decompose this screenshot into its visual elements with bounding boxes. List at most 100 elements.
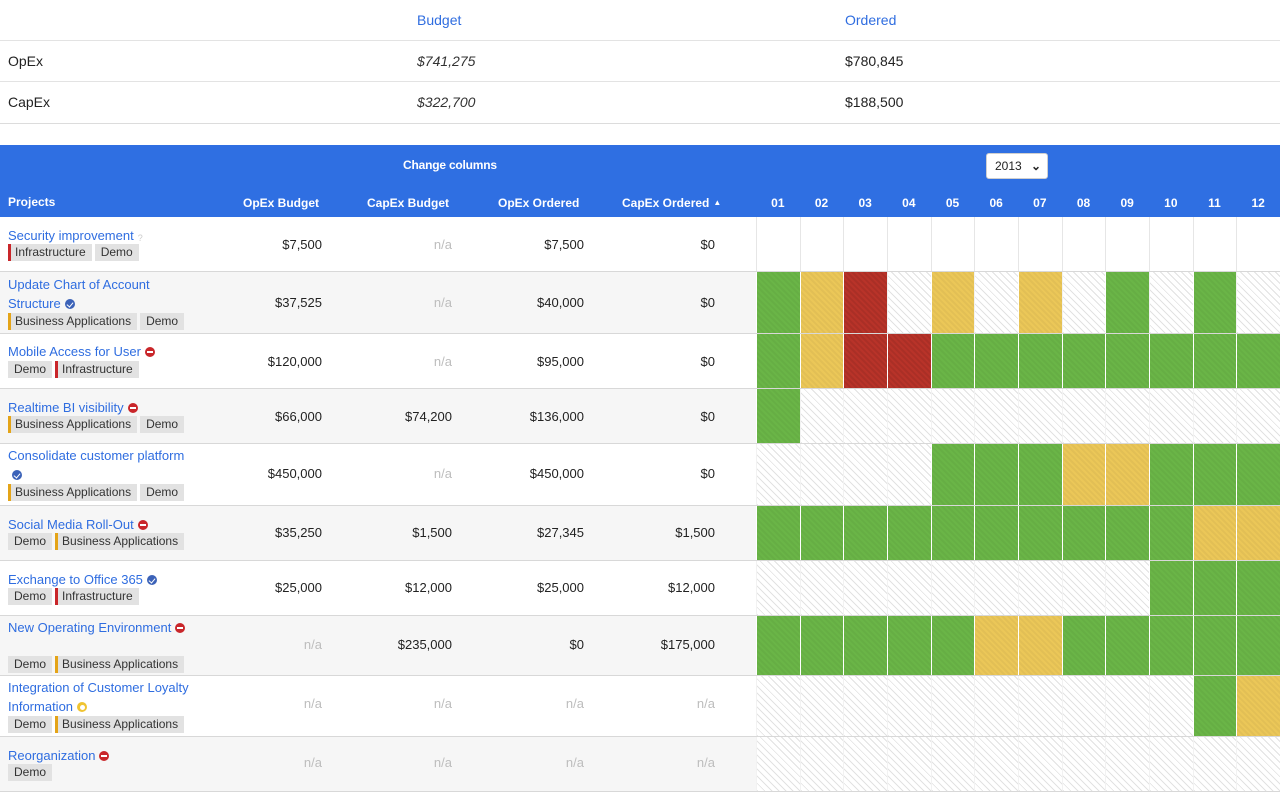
timeline-cell-green[interactable] [1149, 616, 1194, 675]
timeline-cell-hatched-none[interactable] [1018, 676, 1063, 736]
timeline-cell-empty[interactable] [1105, 217, 1150, 271]
tag-badge[interactable]: Demo [8, 656, 53, 673]
timeline-cell-green[interactable] [1149, 506, 1194, 560]
timeline-cell-green[interactable] [1105, 334, 1150, 388]
project-name-link[interactable]: Realtime BI visibility [8, 398, 193, 417]
timeline-cell-hatched-none[interactable] [1236, 737, 1280, 791]
timeline-cell-green[interactable] [1105, 506, 1150, 560]
timeline-cell-hatched-none[interactable] [1105, 561, 1150, 615]
timeline-cell-green[interactable] [799, 506, 844, 560]
timeline-cell-hatched-none[interactable] [843, 737, 888, 791]
timeline-cell-green[interactable] [930, 506, 975, 560]
timeline-cell-green[interactable] [974, 444, 1019, 505]
tag-badge[interactable]: Infrastructure [8, 244, 92, 261]
timeline-cell-empty[interactable] [799, 217, 844, 271]
timeline-cell-green[interactable] [1236, 561, 1280, 615]
timeline-cell-green[interactable] [1192, 616, 1237, 675]
timeline-cell-empty[interactable] [887, 217, 932, 271]
timeline-cell-hatched-none[interactable] [974, 389, 1019, 443]
tag-badge[interactable]: Business Applications [55, 656, 185, 673]
timeline-cell-red[interactable] [887, 334, 932, 388]
project-name-link[interactable]: Exchange to Office 365 [8, 570, 193, 589]
project-name-link[interactable]: New Operating Environment [8, 618, 193, 637]
column-header-projects[interactable]: Projects [8, 195, 56, 209]
timeline-cell-hatched-none[interactable] [1061, 676, 1106, 736]
timeline-cell-hatched-none[interactable] [1061, 561, 1106, 615]
timeline-cell-hatched-none[interactable] [843, 389, 888, 443]
timeline-cell-hatched-none[interactable] [887, 272, 932, 333]
timeline-cell-hatched-none[interactable] [799, 389, 844, 443]
timeline-cell-hatched-none[interactable] [1018, 561, 1063, 615]
project-name-link[interactable]: Mobile Access for User [8, 342, 193, 361]
timeline-cell-green[interactable] [1192, 334, 1237, 388]
timeline-cell-hatched-none[interactable] [1105, 737, 1150, 791]
summary-header-ordered[interactable]: Ordered [845, 12, 897, 28]
timeline-cell-empty[interactable] [1236, 217, 1280, 271]
timeline-cell-green[interactable] [1192, 676, 1237, 736]
timeline-cell-hatched-none[interactable] [1149, 272, 1194, 333]
timeline-cell-hatched-none[interactable] [887, 561, 932, 615]
tag-badge[interactable]: Infrastructure [55, 588, 139, 605]
tag-badge[interactable]: Demo [140, 416, 185, 433]
timeline-cell-hatched-none[interactable] [843, 561, 888, 615]
timeline-cell-hatched-none[interactable] [1192, 737, 1237, 791]
timeline-cell-hatched-none[interactable] [1149, 676, 1194, 736]
tag-badge[interactable]: Demo [140, 484, 185, 501]
timeline-cell-green[interactable] [1236, 616, 1280, 675]
timeline-cell-green[interactable] [887, 616, 932, 675]
project-name-link[interactable]: Security improvement? [8, 226, 193, 248]
timeline-cell-green[interactable] [930, 616, 975, 675]
timeline-cell-yellow[interactable] [1236, 676, 1280, 736]
project-name-link[interactable]: Consolidate customer platform [8, 446, 193, 484]
timeline-cell-green[interactable] [1192, 561, 1237, 615]
timeline-cell-hatched-none[interactable] [1018, 389, 1063, 443]
tag-badge[interactable]: Business Applications [55, 716, 185, 733]
timeline-cell-hatched-none[interactable] [1105, 389, 1150, 443]
timeline-cell-hatched-none[interactable] [887, 444, 932, 505]
summary-header-budget[interactable]: Budget [417, 12, 462, 28]
timeline-cell-hatched-none[interactable] [1061, 272, 1106, 333]
tag-badge[interactable]: Demo [8, 588, 53, 605]
timeline-cell-green[interactable] [1105, 272, 1150, 333]
timeline-cell-green[interactable] [799, 616, 844, 675]
project-name-link[interactable]: Social Media Roll-Out [8, 515, 193, 534]
timeline-cell-red[interactable] [843, 272, 888, 333]
tag-badge[interactable]: Demo [8, 533, 53, 550]
timeline-cell-hatched-none[interactable] [1149, 389, 1194, 443]
timeline-cell-yellow[interactable] [1018, 616, 1063, 675]
timeline-cell-green[interactable] [1192, 272, 1237, 333]
tag-badge[interactable]: Demo [140, 313, 185, 330]
timeline-cell-green[interactable] [843, 616, 888, 675]
timeline-cell-yellow[interactable] [1236, 506, 1280, 560]
timeline-cell-green[interactable] [1061, 616, 1106, 675]
timeline-cell-hatched-none[interactable] [1149, 737, 1194, 791]
timeline-cell-hatched-none[interactable] [1236, 272, 1280, 333]
timeline-cell-hatched-none[interactable] [1061, 389, 1106, 443]
timeline-cell-yellow[interactable] [1105, 444, 1150, 505]
timeline-cell-hatched-none[interactable] [799, 737, 844, 791]
timeline-cell-hatched-none[interactable] [799, 676, 844, 736]
tag-badge[interactable]: Infrastructure [55, 361, 139, 378]
timeline-cell-empty[interactable] [1018, 217, 1063, 271]
timeline-cell-empty[interactable] [974, 217, 1019, 271]
tag-badge[interactable]: Demo [94, 244, 139, 261]
timeline-cell-yellow[interactable] [1192, 506, 1237, 560]
timeline-cell-green[interactable] [1018, 506, 1063, 560]
timeline-cell-green[interactable] [974, 506, 1019, 560]
timeline-cell-hatched-none[interactable] [974, 561, 1019, 615]
timeline-cell-green[interactable] [930, 444, 975, 505]
timeline-cell-hatched-none[interactable] [1018, 737, 1063, 791]
timeline-cell-hatched-none[interactable] [930, 737, 975, 791]
timeline-cell-hatched-none[interactable] [930, 676, 975, 736]
timeline-cell-yellow[interactable] [1061, 444, 1106, 505]
tag-badge[interactable]: Demo [8, 764, 53, 781]
timeline-cell-green[interactable] [756, 389, 801, 443]
timeline-cell-green[interactable] [756, 334, 801, 388]
timeline-cell-green[interactable] [843, 506, 888, 560]
timeline-cell-empty[interactable] [1061, 217, 1106, 271]
timeline-cell-hatched-none[interactable] [799, 561, 844, 615]
timeline-cell-yellow[interactable] [799, 272, 844, 333]
column-header-capex-ordered[interactable]: CapEx Ordered ▲ [622, 196, 721, 210]
timeline-cell-hatched-none[interactable] [1192, 389, 1237, 443]
timeline-cell-green[interactable] [1061, 506, 1106, 560]
